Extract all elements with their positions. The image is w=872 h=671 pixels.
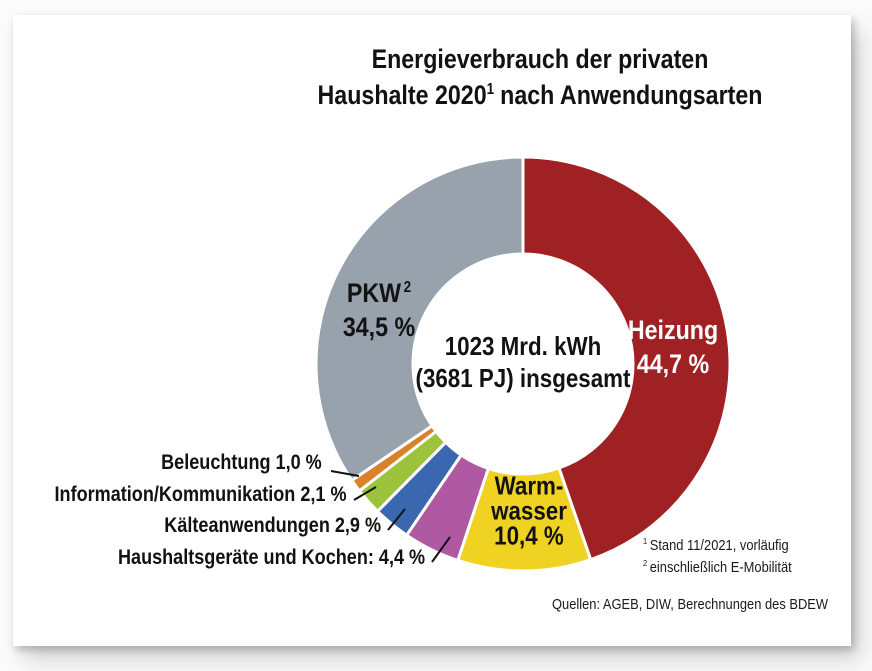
pkw-footnote-marker: 2 (403, 279, 412, 296)
leader-line-beleuchtung (330, 470, 360, 477)
leader-line-kaelteanwendungen (387, 508, 406, 531)
chart-title-line1: Energieverbrauch der privaten (371, 44, 709, 74)
slice-label-warmwasser-value: 10,4 % (494, 520, 564, 551)
slice-label-beleuchtung: Beleuchtung 1,0 % (161, 451, 322, 474)
slice-label-heizung: Heizung 44,7 % (621, 313, 726, 381)
chart-title-line2: Haushalte 20201 nach Anwendungsarten (317, 80, 763, 110)
slice-label-kaelteanwendungen: Kälteanwendungen 2,9 % (164, 514, 381, 537)
title-footnote-marker: 1 (486, 81, 495, 98)
slice-label-warmwasser: Warm- wasser 10,4 % (485, 470, 573, 551)
footnote-1: 1 Stand 11/2021, vorläufig (643, 536, 789, 554)
total-energy-kwh: 1023 Mrd. kWh (444, 331, 602, 361)
chart-card: Energieverbrauch der privaten Haushalte … (13, 15, 851, 646)
chart-title: Energieverbrauch der privaten Haushalte … (281, 41, 798, 113)
slice-label-pkw-name: PKW 2 (346, 278, 412, 308)
slice-label-warmwasser-line2: wasser (491, 495, 567, 526)
total-energy-pj: (3681 PJ) insgesamt (415, 363, 631, 393)
donut-center-total-label: 1023 Mrd. kWh (3681 PJ) insgesamt (398, 330, 648, 394)
slice-heizung (521, 155, 732, 562)
leader-lines (330, 470, 451, 563)
slice-label-pkw-value: 34,5 % (342, 312, 416, 342)
slice-pkw (314, 155, 525, 482)
footnote-2: 2 einschließlich E-Mobilität (643, 558, 792, 576)
slice-label-warmwasser-line1: Warm- (494, 470, 564, 501)
slice-label-haushaltsgeraete-und-kochen: Haushaltsgeräte und Kochen: 4,4 % (117, 546, 425, 569)
leader-line-haushaltsgeraete (431, 536, 451, 563)
leader-line-information (353, 486, 377, 501)
footnotes: 1 Stand 11/2021, vorläufig 2 einschließlic… (643, 535, 816, 579)
slice-label-pkw: PKW 2 34,5 % (337, 276, 421, 344)
slice-label-heizung-name: Heizung (627, 315, 719, 345)
slice-label-information-kommunikation: Information/Kommunikation 2,1 % (55, 483, 347, 506)
source-attribution: Quellen: AGEB, DIW, Berechnungen des BDE… (552, 596, 829, 613)
slice-label-heizung-value: 44,7 % (636, 349, 710, 379)
donut-chart (314, 155, 732, 573)
donut-slices (314, 155, 732, 573)
